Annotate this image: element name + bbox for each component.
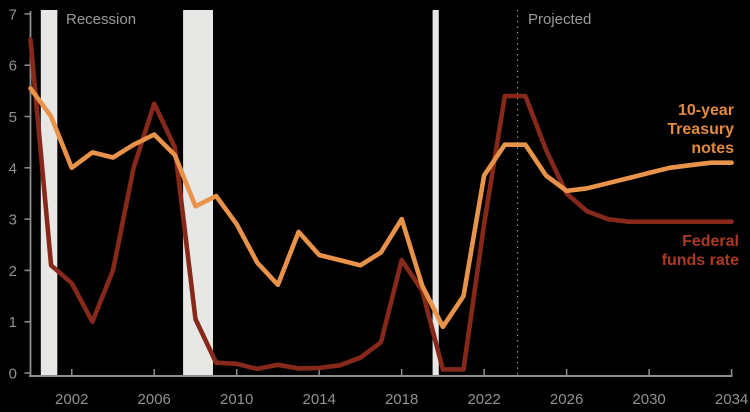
y-tick-label: 7 <box>9 6 17 23</box>
series-label-10-year-treasury-notes: notes <box>691 140 734 157</box>
series-label-federal-funds-rate: funds rate <box>662 252 739 269</box>
projected-label: Projected <box>528 11 591 28</box>
x-tick-label: 2010 <box>220 391 253 408</box>
y-tick-label: 0 <box>9 366 17 383</box>
x-tick-label: 2022 <box>467 391 500 408</box>
recession-band <box>40 10 58 375</box>
recession-bands <box>40 10 439 375</box>
x-tick-label: 2030 <box>632 391 665 408</box>
series-lines <box>28 37 734 372</box>
y-tick-label: 3 <box>9 212 17 229</box>
x-tick-label: 2026 <box>550 391 583 408</box>
series-labels: 10-year Treasury notes Federal funds rate <box>662 102 739 269</box>
y-tick-label: 5 <box>9 109 17 126</box>
series-label-federal-funds-rate: Federal <box>682 233 739 250</box>
line-10-year-treasury-notes <box>28 86 734 330</box>
series-label-10-year-treasury-notes: Treasury <box>667 121 734 138</box>
x-tick-label: 2002 <box>55 391 88 408</box>
line-federal-funds-rate <box>28 37 734 372</box>
y-axis: 0 1 2 3 4 5 6 7 <box>9 6 32 383</box>
x-tick-label: 2006 <box>138 391 171 408</box>
series-label-10-year-treasury-notes: 10-year <box>678 102 734 119</box>
y-tick-label: 2 <box>9 263 17 280</box>
recession-label: Recession <box>66 11 136 28</box>
y-tick-label: 4 <box>9 160 17 177</box>
x-tick-label: 2034 <box>715 391 748 408</box>
x-tick-label: 2014 <box>302 391 335 408</box>
recession-band <box>432 10 439 375</box>
y-tick-label: 6 <box>9 58 17 75</box>
y-tick-label: 1 <box>9 314 17 331</box>
x-axis: 2002 2006 2010 2014 2018 2022 2026 2030 2034 <box>29 369 748 408</box>
x-tick-label: 2018 <box>385 391 418 408</box>
